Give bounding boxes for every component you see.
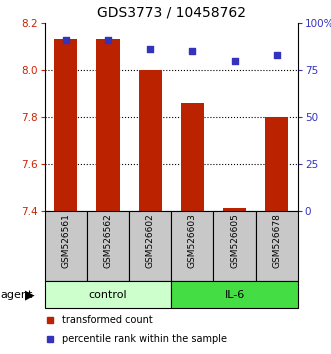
Bar	[45, 281, 171, 308]
Text: ▶: ▶	[25, 288, 34, 301]
Text: GSM526605: GSM526605	[230, 213, 239, 268]
Text: control: control	[89, 290, 127, 300]
Text: GSM526562: GSM526562	[104, 213, 113, 268]
Text: GSM526603: GSM526603	[188, 213, 197, 268]
Bar	[265, 117, 288, 211]
Bar	[181, 103, 204, 211]
Bar	[45, 211, 87, 281]
Text: GSM526678: GSM526678	[272, 213, 281, 268]
Point	[274, 52, 279, 58]
Text: agent: agent	[0, 290, 32, 300]
Point	[190, 48, 195, 54]
Point	[105, 37, 111, 43]
Bar	[171, 281, 298, 308]
Bar	[87, 211, 129, 281]
Bar	[171, 211, 213, 281]
Bar	[256, 211, 298, 281]
Point	[63, 37, 69, 43]
Text: IL-6: IL-6	[224, 290, 245, 300]
Text: transformed count: transformed count	[63, 315, 153, 325]
Bar	[96, 39, 119, 211]
Bar	[129, 211, 171, 281]
Text: GSM526602: GSM526602	[146, 213, 155, 268]
Point	[148, 46, 153, 52]
Bar	[213, 211, 256, 281]
Bar	[54, 39, 77, 211]
Text: percentile rank within the sample: percentile rank within the sample	[63, 333, 227, 344]
Bar	[223, 208, 246, 211]
Bar	[139, 70, 162, 211]
Text: GSM526561: GSM526561	[61, 213, 70, 268]
Point	[232, 58, 237, 63]
Title: GDS3773 / 10458762: GDS3773 / 10458762	[97, 5, 246, 19]
